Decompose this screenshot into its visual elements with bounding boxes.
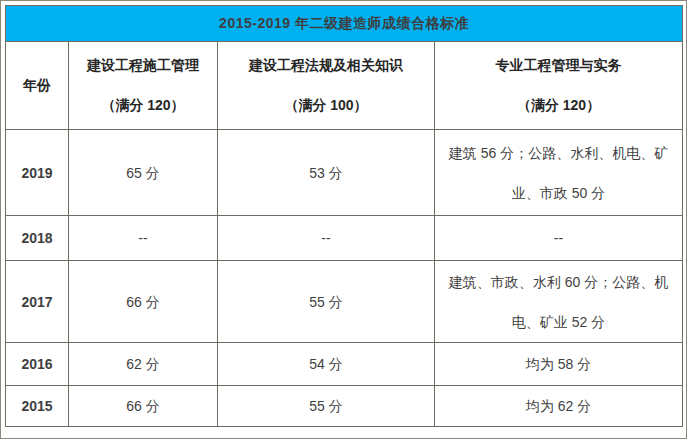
column-header-law-maxscore: （满分 100） <box>284 97 367 115</box>
management-score-cell: 65 分 <box>69 130 218 216</box>
column-header-year: 年份 <box>6 42 69 130</box>
practice-score-cell: -- <box>435 216 683 261</box>
table-title: 2015-2019 年二级建造师成绩合格标准 <box>6 6 683 42</box>
law-score-cell: 53 分 <box>218 130 435 216</box>
column-header-practice-label: 专业工程管理与实务 <box>496 57 622 75</box>
column-header-law-label: 建设工程法规及相关知识 <box>249 57 403 75</box>
management-score-cell: 66 分 <box>69 261 218 343</box>
year-cell: 2015 <box>6 386 69 427</box>
table-row: 2016 62 分 54 分 均为 58 分 <box>6 343 683 386</box>
year-cell: 2016 <box>6 343 69 386</box>
practice-score-cell: 建筑、市政、水利 60 分；公路、机电、矿业 52 分 <box>435 261 683 343</box>
column-header-law: 建设工程法规及相关知识 （满分 100） <box>218 42 435 130</box>
practice-score-cell: 建筑 56 分；公路、水利、机电、矿业、市政 50 分 <box>435 130 683 216</box>
table-row: 2019 65 分 53 分 建筑 56 分；公路、水利、机电、矿业、市政 50… <box>6 130 683 216</box>
score-standards-table: 2015-2019 年二级建造师成绩合格标准 年份 建设工程施工管理 （满分 1… <box>5 5 683 427</box>
column-header-practice-maxscore: （满分 120） <box>517 97 600 115</box>
practice-score-cell: 均为 62 分 <box>435 386 683 427</box>
management-score-cell: 66 分 <box>69 386 218 427</box>
title-row: 2015-2019 年二级建造师成绩合格标准 <box>6 6 683 42</box>
law-score-cell: 55 分 <box>218 261 435 343</box>
header-row: 年份 建设工程施工管理 （满分 120） 建设工程法规及相关知识 （满分 100… <box>6 42 683 130</box>
management-score-cell: 62 分 <box>69 343 218 386</box>
practice-score-cell: 均为 58 分 <box>435 343 683 386</box>
column-header-year-label: 年份 <box>23 77 51 95</box>
column-header-management: 建设工程施工管理 （满分 120） <box>69 42 218 130</box>
year-cell: 2018 <box>6 216 69 261</box>
column-header-management-maxscore: （满分 120） <box>101 97 184 115</box>
law-score-cell: 55 分 <box>218 386 435 427</box>
table-row: 2018 -- -- -- <box>6 216 683 261</box>
table-row: 2017 66 分 55 分 建筑、市政、水利 60 分；公路、机电、矿业 52… <box>6 261 683 343</box>
year-cell: 2017 <box>6 261 69 343</box>
law-score-cell: -- <box>218 216 435 261</box>
management-score-cell: -- <box>69 216 218 261</box>
table-row: 2015 66 分 55 分 均为 62 分 <box>6 386 683 427</box>
law-score-cell: 54 分 <box>218 343 435 386</box>
column-header-management-label: 建设工程施工管理 <box>87 57 199 75</box>
year-cell: 2019 <box>6 130 69 216</box>
column-header-practice: 专业工程管理与实务 （满分 120） <box>435 42 683 130</box>
page-frame: 2015-2019 年二级建造师成绩合格标准 年份 建设工程施工管理 （满分 1… <box>0 0 687 439</box>
